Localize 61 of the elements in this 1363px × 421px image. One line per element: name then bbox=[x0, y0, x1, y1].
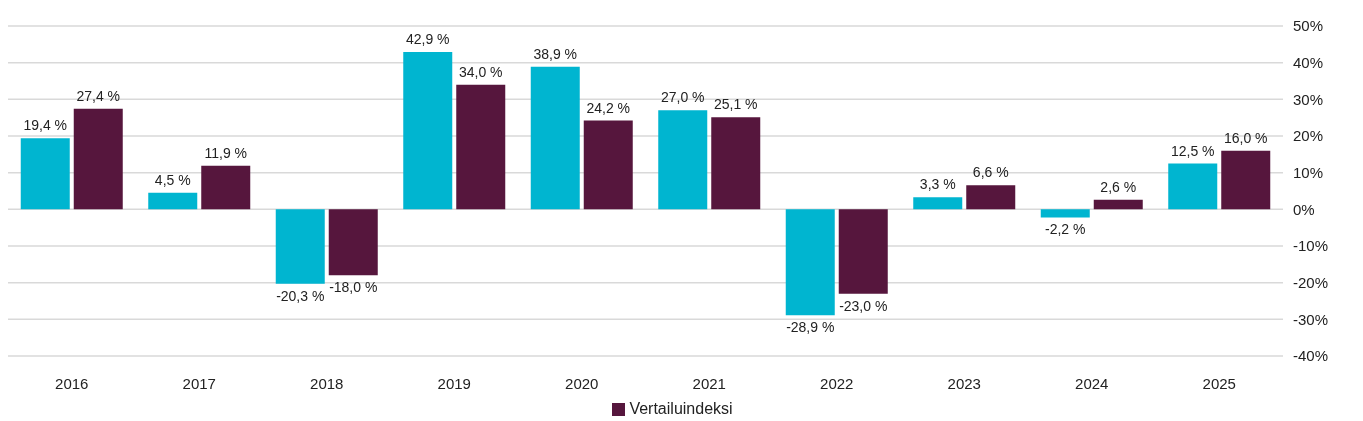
data-label: 25,1 % bbox=[713, 96, 758, 113]
data-label: 12,5 % bbox=[1170, 142, 1215, 159]
x-tick-label: 2017 bbox=[182, 374, 216, 392]
y-tick-label: -30% bbox=[1293, 310, 1329, 328]
bar bbox=[966, 185, 1016, 210]
y-tick-label: 10% bbox=[1293, 163, 1324, 181]
bar bbox=[20, 138, 70, 210]
data-label: 38,9 % bbox=[533, 45, 578, 62]
data-label: -28,9 % bbox=[786, 319, 835, 336]
bar bbox=[201, 165, 251, 210]
x-tick-label: 2016 bbox=[55, 374, 89, 392]
bar bbox=[658, 110, 708, 210]
data-label: 11,9 % bbox=[204, 144, 248, 161]
data-label: 2,6 % bbox=[1100, 178, 1137, 195]
bar bbox=[275, 209, 325, 284]
x-tick-label: 2018 bbox=[310, 374, 344, 392]
bar bbox=[530, 66, 580, 210]
data-label: 3,3 % bbox=[919, 176, 956, 193]
x-tick-label: 2024 bbox=[1075, 374, 1109, 392]
y-tick-label: 40% bbox=[1293, 53, 1324, 71]
data-label: 6,6 % bbox=[972, 164, 1009, 181]
data-label: 27,0 % bbox=[660, 89, 705, 106]
y-tick-label: -10% bbox=[1293, 237, 1329, 255]
bar bbox=[1040, 209, 1090, 218]
bar bbox=[785, 209, 835, 316]
y-tick-label: -20% bbox=[1293, 273, 1329, 291]
y-tick-label: 50% bbox=[1293, 17, 1324, 35]
bar bbox=[1221, 150, 1271, 210]
x-tick-label: 2023 bbox=[947, 374, 981, 392]
bar bbox=[73, 108, 123, 210]
x-tick-label: 2025 bbox=[1202, 374, 1236, 392]
data-label: 16,0 % bbox=[1223, 129, 1268, 146]
data-label: -23,0 % bbox=[839, 297, 888, 314]
bar bbox=[1168, 163, 1218, 210]
legend-label: Vertailuindeksi bbox=[629, 400, 733, 417]
x-tick-label: 2019 bbox=[437, 374, 471, 392]
bar bbox=[328, 209, 378, 276]
data-label: 27,4 % bbox=[76, 87, 121, 104]
x-tick-label: 2021 bbox=[692, 374, 726, 392]
x-tick-label: 2022 bbox=[820, 374, 854, 392]
bar bbox=[148, 192, 198, 210]
data-label: -18,0 % bbox=[329, 279, 378, 296]
data-label: 19,4 % bbox=[23, 117, 68, 134]
data-label: 4,5 % bbox=[154, 171, 191, 188]
bar bbox=[913, 197, 963, 210]
data-label: -20,3 % bbox=[276, 287, 325, 304]
bar bbox=[403, 52, 453, 210]
bar bbox=[1093, 199, 1143, 210]
y-tick-label: 0% bbox=[1293, 200, 1315, 218]
bar bbox=[583, 120, 633, 210]
bar bbox=[838, 209, 888, 294]
bar bbox=[711, 117, 761, 210]
x-tick-label: 2020 bbox=[565, 374, 599, 392]
data-label: 42,9 % bbox=[405, 31, 450, 48]
data-label: -2,2 % bbox=[1045, 221, 1086, 238]
y-tick-label: 20% bbox=[1293, 127, 1324, 145]
bar bbox=[456, 84, 506, 210]
data-label: 24,2 % bbox=[586, 99, 631, 116]
y-tick-label: 30% bbox=[1293, 90, 1324, 108]
y-tick-label: -40% bbox=[1293, 347, 1329, 365]
data-label: 34,0 % bbox=[458, 63, 503, 80]
